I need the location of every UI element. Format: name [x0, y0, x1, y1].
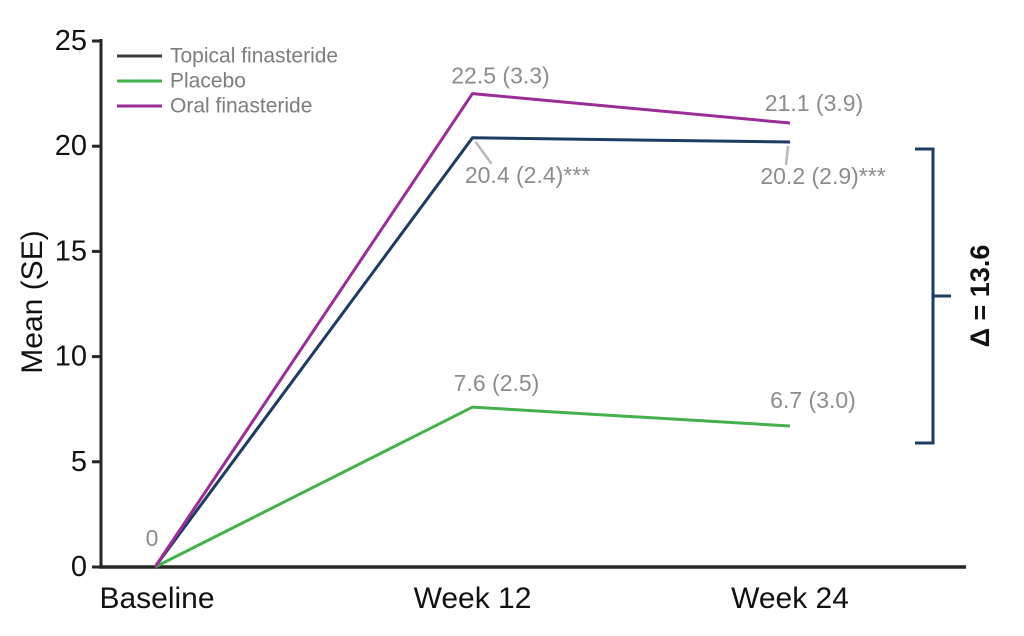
point-label-placebo-week-12: 7.6 (2.5) — [454, 370, 540, 396]
legend-label-placebo: Placebo — [170, 70, 246, 93]
x-category-label: Week 24 — [731, 582, 849, 615]
x-category-label: Baseline — [99, 582, 214, 615]
y-axis-title: Mean (SE) — [16, 230, 49, 373]
point-label-placebo-week-24: 6.7 (3.0) — [770, 387, 856, 413]
point-label-topical-finasteride-week-12: 20.4 (2.4)*** — [465, 162, 590, 188]
point-label-topical-finasteride-week-24: 20.2 (2.9)*** — [760, 163, 885, 189]
point-label-oral-finasteride-week-24: 21.1 (3.9) — [765, 90, 863, 116]
y-tick-label: 0 — [71, 551, 87, 583]
label-leader-line — [474, 141, 493, 165]
series-line-oral-finasteride — [153, 92, 791, 568]
series-line-placebo — [154, 405, 791, 569]
point-label-oral-finasteride-baseline: 0 — [146, 525, 159, 551]
delta-label: Δ = 13.6 — [965, 245, 995, 348]
y-tick-label: 25 — [55, 25, 87, 57]
legend-label-oral-finasteride: Oral finasteride — [170, 95, 312, 118]
y-tick-label: 5 — [71, 446, 87, 478]
x-category-label: Week 12 — [414, 582, 532, 615]
label-leader-line — [784, 145, 790, 166]
series-line-topical-finasteride — [153, 136, 791, 568]
y-tick-label: 15 — [55, 235, 87, 267]
point-label-oral-finasteride-week-12: 22.5 (3.3) — [451, 63, 549, 89]
legend-label-topical-finasteride: Topical finasteride — [170, 45, 338, 68]
y-tick-label: 10 — [55, 341, 87, 373]
y-tick-label: 20 — [55, 130, 87, 162]
delta-bracket — [915, 147, 935, 445]
